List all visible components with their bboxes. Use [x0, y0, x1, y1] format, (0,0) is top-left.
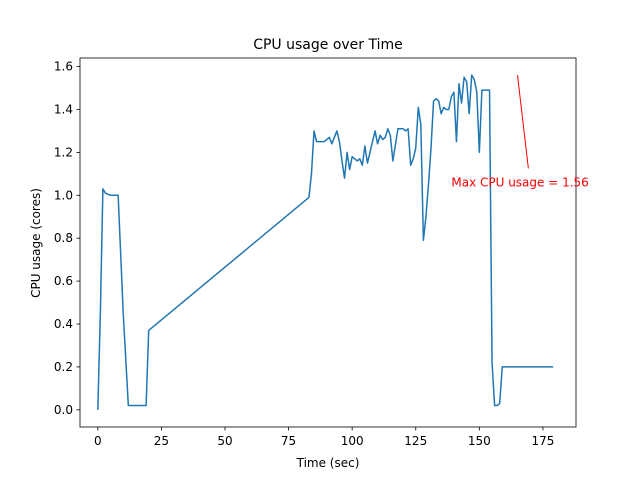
y-tick-label: 0.8 — [54, 231, 73, 245]
x-tick-label: 125 — [404, 434, 427, 448]
y-tick-label: 1.2 — [54, 145, 73, 159]
x-tick-label: 100 — [341, 434, 364, 448]
x-axis-label: Time (sec) — [296, 456, 360, 470]
y-tick-label: 1.6 — [54, 60, 73, 74]
annotation-arrow — [517, 75, 529, 169]
x-tick-label: 25 — [154, 434, 169, 448]
y-axis: 0.0 0.2 0.4 0.6 0.8 1.0 1.2 1.4 1.6 — [54, 60, 80, 417]
y-tick-label: 0.2 — [54, 360, 73, 374]
y-tick-label: 1.4 — [54, 102, 73, 116]
chart-title: CPU usage over Time — [253, 37, 403, 53]
annotation: Max CPU usage = 1.56 — [451, 75, 589, 189]
y-tick-label: 1.0 — [54, 188, 73, 202]
y-axis-label: CPU usage (cores) — [29, 188, 43, 298]
x-tick-label: 150 — [468, 434, 491, 448]
x-axis: 0 25 50 75 100 125 150 175 — [94, 427, 554, 448]
series-line — [97, 74, 554, 410]
x-tick-label: 175 — [531, 434, 554, 448]
annotation-label: Max CPU usage = 1.56 — [451, 175, 588, 189]
x-tick-label: 50 — [217, 434, 232, 448]
y-tick-label: 0.6 — [54, 274, 73, 288]
y-tick-label: 0.4 — [54, 317, 73, 331]
x-tick-label: 0 — [94, 434, 102, 448]
plot-area — [97, 74, 554, 410]
axes-frame — [79, 57, 577, 428]
y-tick-label: 0.0 — [54, 403, 73, 417]
x-tick-label: 75 — [281, 434, 296, 448]
